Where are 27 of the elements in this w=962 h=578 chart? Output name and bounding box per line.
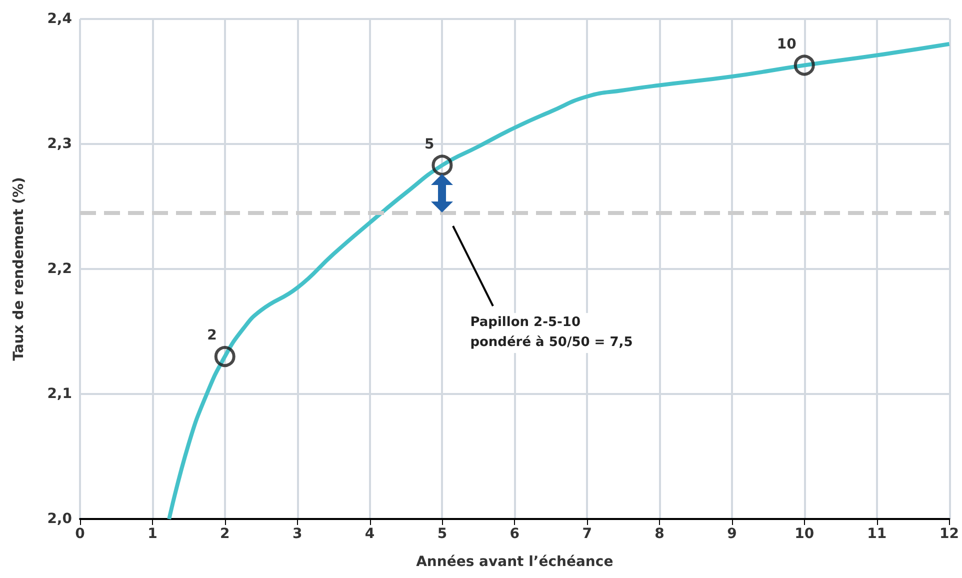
y-tick-label: 2,0 xyxy=(47,511,72,527)
x-tick-label: 6 xyxy=(510,526,520,542)
annotation: 5 xyxy=(424,136,434,152)
x-tick-label: 8 xyxy=(654,526,664,542)
x-tick-label: 2 xyxy=(220,526,230,542)
x-tick-label: 7 xyxy=(582,526,592,542)
x-tick-label: 9 xyxy=(727,526,737,542)
x-tick-label: 12 xyxy=(940,526,959,542)
point xyxy=(794,54,815,76)
point xyxy=(432,154,453,176)
y-tick-label: 2,1 xyxy=(47,386,72,402)
annotation: 2 xyxy=(207,328,217,344)
x-tick-label: 11 xyxy=(867,526,887,542)
x-tick-label: 0 xyxy=(75,526,86,542)
y-axis-title: Taux de rendement (%) xyxy=(11,177,27,361)
y-tick-label: 2,3 xyxy=(47,136,72,152)
x-tick-label: 3 xyxy=(292,526,302,542)
annotation: 10 xyxy=(776,36,797,52)
y-tick-label: 2,2 xyxy=(47,261,72,277)
point xyxy=(214,346,236,367)
x-tick-label: 10 xyxy=(794,526,814,542)
x-tick-label: 5 xyxy=(437,526,448,542)
x-axis-title: Années avant l’échéance xyxy=(416,554,614,570)
y-tick-label: 2,4 xyxy=(47,11,72,27)
x-tick-label: 1 xyxy=(148,526,158,542)
x-tick-label: 4 xyxy=(364,526,375,542)
annotation: Papillon 2-5-10 pondéré à 50/50 = 7,5 xyxy=(464,312,639,353)
